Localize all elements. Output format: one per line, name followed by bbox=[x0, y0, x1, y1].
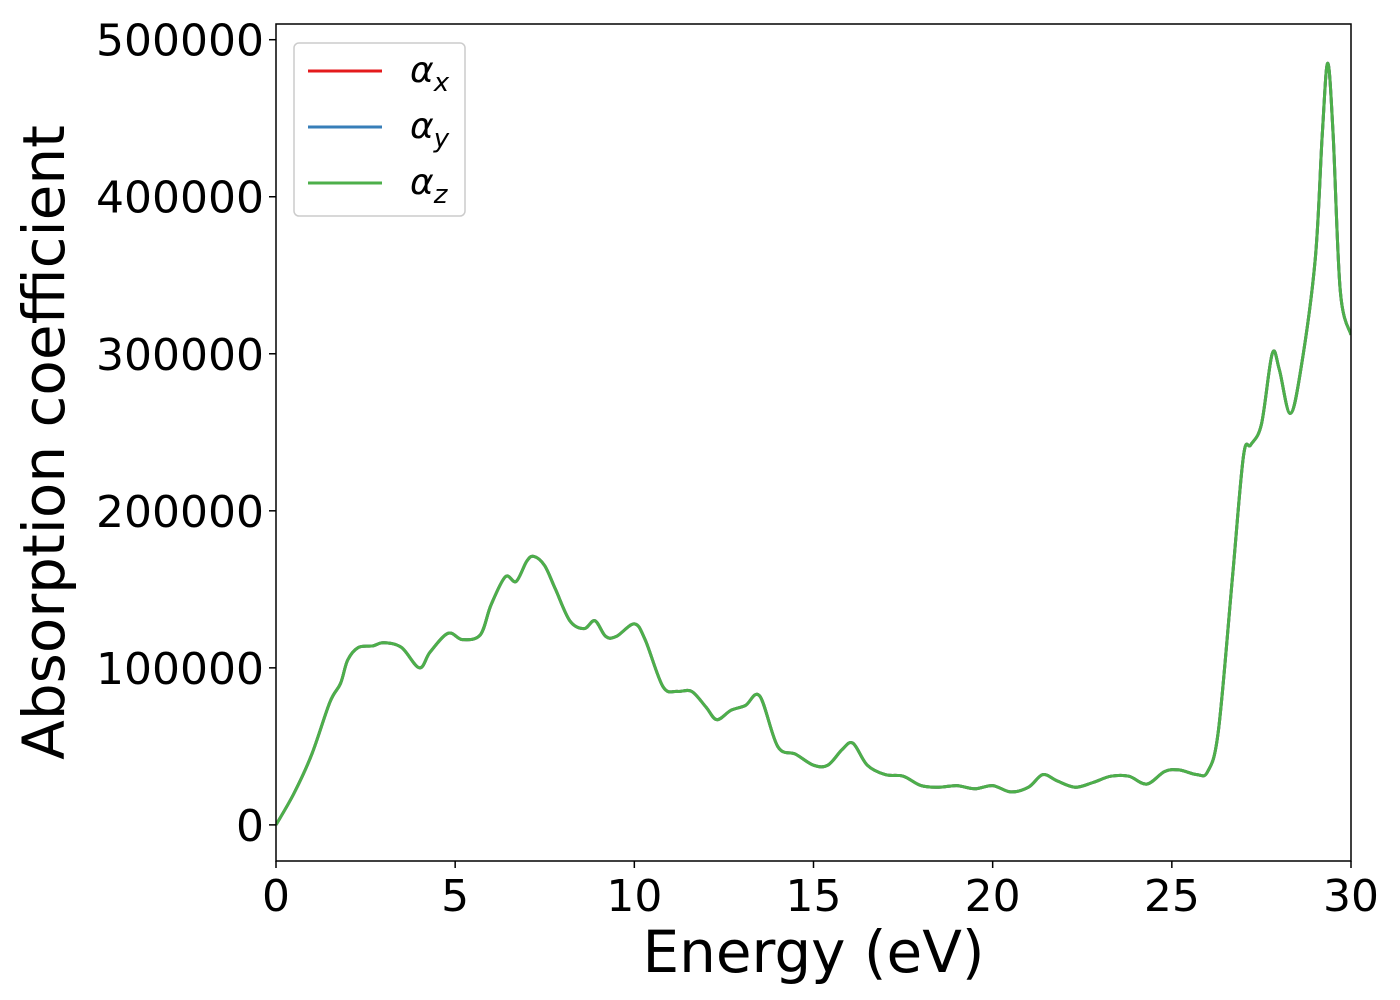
x-tick-label: 0 bbox=[262, 871, 290, 922]
y-tick-label: 0 bbox=[236, 801, 264, 852]
x-tick-label: 10 bbox=[606, 871, 662, 922]
y-tick-label: 100000 bbox=[96, 644, 264, 695]
y-tick-label: 400000 bbox=[96, 173, 264, 224]
x-axis: 0 5 10 15 20 25 30 bbox=[262, 861, 1379, 922]
series-line-3 bbox=[276, 61, 1351, 826]
y-axis: 0 100000 200000 300000 400000 500000 bbox=[96, 16, 276, 852]
x-tick-label: 25 bbox=[1144, 871, 1200, 922]
x-tick-label: 15 bbox=[786, 871, 842, 922]
legend-box bbox=[293, 42, 466, 217]
y-tick-label: 300000 bbox=[96, 330, 264, 381]
y-tick-label: 500000 bbox=[96, 16, 264, 67]
series-layer bbox=[276, 61, 1351, 826]
x-axis-title: Energy (eV) bbox=[642, 918, 984, 986]
y-tick-label: 200000 bbox=[96, 487, 264, 538]
x-tick-label: 30 bbox=[1323, 871, 1379, 922]
y-axis-title: Absorption coefficient bbox=[10, 125, 78, 760]
x-tick-label: 20 bbox=[965, 871, 1021, 922]
x-tick-label: 5 bbox=[441, 871, 469, 922]
